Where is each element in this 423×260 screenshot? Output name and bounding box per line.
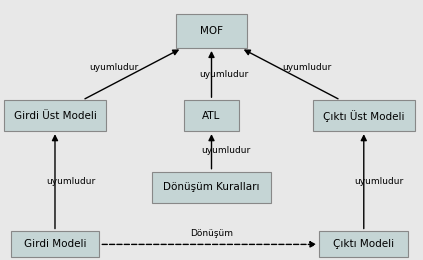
Text: uyumludur: uyumludur bbox=[202, 146, 251, 155]
FancyBboxPatch shape bbox=[184, 100, 239, 131]
Text: ATL: ATL bbox=[202, 111, 221, 121]
Text: Girdi Üst Modeli: Girdi Üst Modeli bbox=[14, 111, 96, 121]
FancyBboxPatch shape bbox=[319, 231, 408, 257]
Text: uyumludur: uyumludur bbox=[200, 70, 249, 79]
Text: uyumludur: uyumludur bbox=[47, 178, 96, 186]
Text: MOF: MOF bbox=[200, 26, 223, 36]
FancyBboxPatch shape bbox=[11, 231, 99, 257]
Text: Çıktı Üst Modeli: Çıktı Üst Modeli bbox=[323, 110, 404, 122]
Text: Dönüşüm: Dönüşüm bbox=[190, 229, 233, 238]
Text: Girdi Modeli: Girdi Modeli bbox=[24, 239, 86, 249]
FancyBboxPatch shape bbox=[152, 172, 271, 203]
Text: uyumludur: uyumludur bbox=[354, 178, 403, 186]
FancyBboxPatch shape bbox=[4, 100, 106, 131]
FancyBboxPatch shape bbox=[176, 14, 247, 48]
Text: Dönüşüm Kuralları: Dönüşüm Kuralları bbox=[163, 182, 260, 192]
Text: uyumludur: uyumludur bbox=[282, 63, 331, 72]
FancyBboxPatch shape bbox=[313, 100, 415, 131]
Text: uyumludur: uyumludur bbox=[90, 63, 139, 72]
Text: Çıktı Modeli: Çıktı Modeli bbox=[333, 239, 394, 249]
